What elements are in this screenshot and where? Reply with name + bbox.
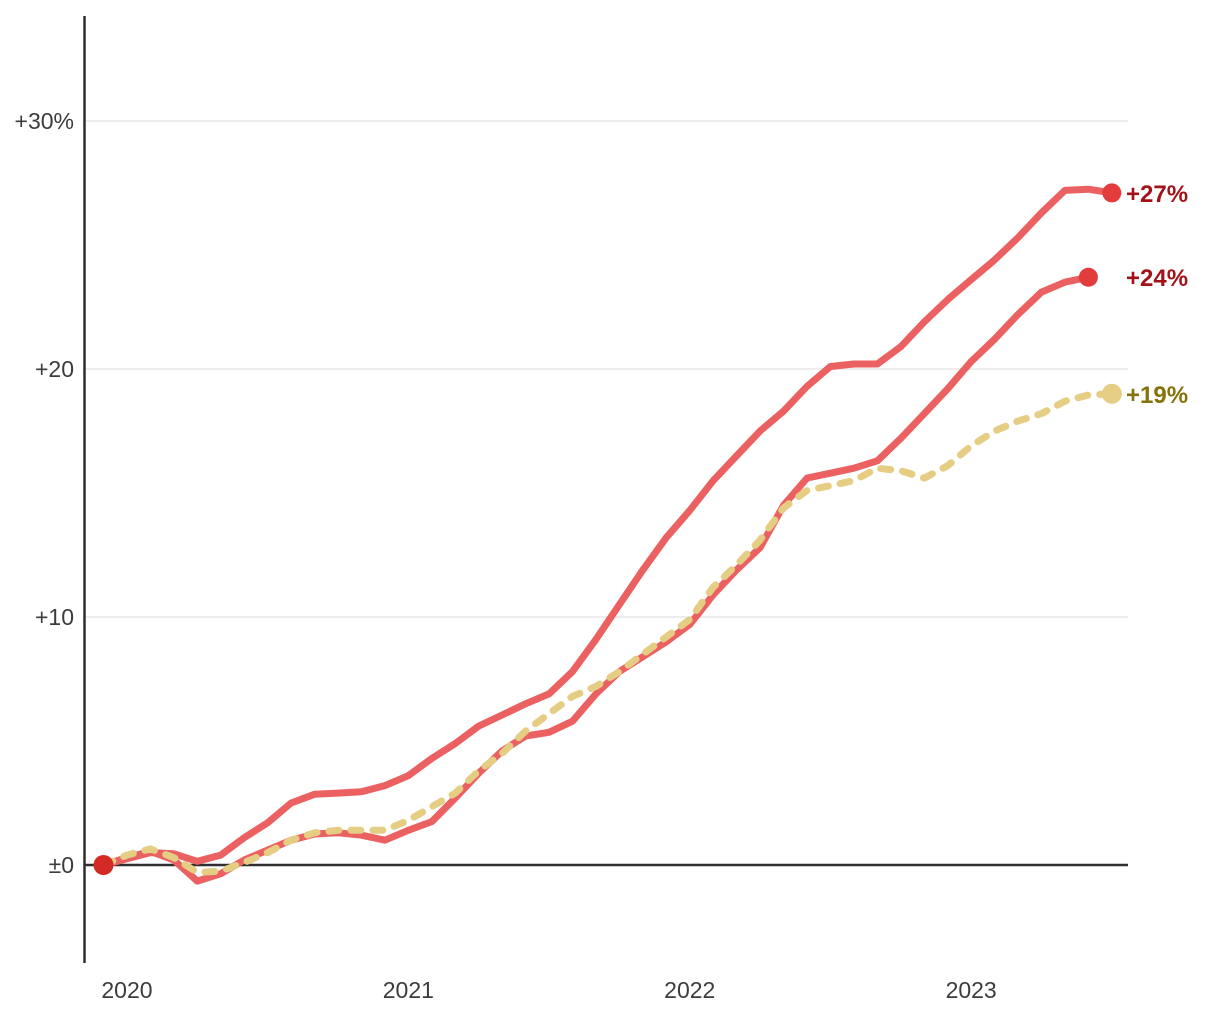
series-end-label-upper-solid: +27% <box>1126 181 1188 208</box>
series-end-dot-lower-solid <box>1078 267 1098 287</box>
y-tick-label-30: +30% <box>15 108 74 134</box>
series-end-label-dashed: +19% <box>1126 382 1188 409</box>
x-tick-label-2022: 2022 <box>664 977 715 1003</box>
y-tick-label-20: +20 <box>35 356 74 382</box>
x-tick-label-2021: 2021 <box>383 977 434 1003</box>
y-tick-label-0: ±0 <box>49 852 74 878</box>
series-end-dot-upper-solid <box>1102 183 1122 203</box>
series-end-label-lower-solid: +24% <box>1126 265 1188 292</box>
x-tick-label-2020: 2020 <box>101 977 152 1003</box>
series-line-upper-solid <box>100 185 1116 869</box>
series-line-dashed <box>100 390 1116 876</box>
series-start-dot <box>93 855 114 875</box>
y-tick-label-10: +10 <box>35 604 74 630</box>
x-tick-label-2023: 2023 <box>946 977 997 1003</box>
series-end-dot-dashed <box>1101 383 1122 404</box>
series-line-lower-solid <box>100 273 1092 885</box>
